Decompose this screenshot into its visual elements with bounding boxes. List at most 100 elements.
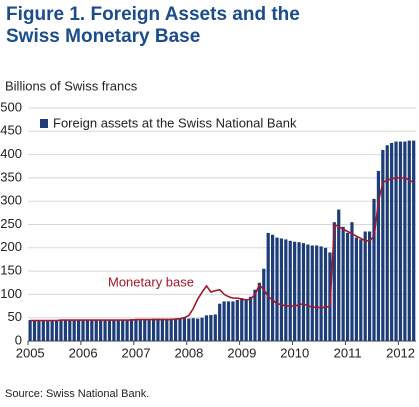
- y-tick-label: 500: [0, 99, 22, 114]
- chart-title: Figure 1. Foreign Assets and the Swiss M…: [6, 4, 300, 47]
- bar: [244, 299, 248, 341]
- bar: [323, 247, 328, 341]
- bar: [253, 289, 257, 341]
- bar: [390, 142, 394, 341]
- bar: [372, 198, 376, 341]
- bar: [240, 298, 244, 341]
- y-tick-label: 450: [0, 123, 22, 138]
- bar: [359, 239, 363, 341]
- y-tick-label: 200: [0, 239, 22, 254]
- bar: [165, 318, 169, 341]
- y-tick-label: 250: [0, 216, 22, 231]
- bar: [32, 320, 37, 341]
- bar: [381, 149, 385, 341]
- bar: [41, 320, 45, 341]
- y-tick-label: 0: [15, 332, 22, 347]
- y-tick-label: 100: [0, 286, 22, 301]
- x-tick-label: 2005: [16, 345, 45, 360]
- bar: [85, 320, 90, 341]
- bar: [275, 237, 279, 341]
- x-tick-label: 2009: [227, 345, 256, 360]
- bar: [271, 234, 275, 341]
- bar: [156, 318, 160, 341]
- bar: [204, 315, 209, 341]
- bar: [90, 320, 94, 341]
- bar: [200, 317, 204, 341]
- bar: [209, 314, 213, 341]
- bar: [147, 319, 151, 341]
- y-axis-label: Billions of Swiss francs: [5, 78, 138, 93]
- bar: [293, 241, 297, 341]
- y-tick-label: 300: [0, 193, 22, 208]
- bar: [332, 222, 336, 341]
- bar: [28, 320, 32, 341]
- bar: [288, 240, 292, 341]
- bar: [68, 320, 72, 341]
- bar: [182, 318, 187, 341]
- bar: [50, 320, 54, 341]
- bar: [107, 319, 112, 341]
- y-tick-label: 50: [8, 309, 22, 324]
- bar: [284, 239, 288, 341]
- bar: [54, 320, 59, 341]
- bar: [213, 314, 217, 341]
- bar: [134, 319, 138, 341]
- bar: [376, 170, 381, 341]
- source: Source: Swiss National Bank.: [5, 388, 149, 400]
- bar: [174, 318, 178, 341]
- bar: [151, 318, 156, 341]
- bar: [116, 319, 120, 341]
- bar: [266, 232, 270, 341]
- bar: [226, 301, 231, 341]
- legend-label: Foreign assets at the Swiss National Ban…: [53, 115, 297, 130]
- bar: [248, 296, 253, 341]
- bar: [310, 245, 314, 341]
- bar: [412, 140, 416, 341]
- bar: [178, 318, 182, 341]
- bar: [301, 243, 306, 341]
- bar: [363, 231, 367, 341]
- y-tick-label: 150: [0, 263, 22, 278]
- bar: [257, 282, 261, 341]
- bar: [231, 301, 235, 341]
- bar: [37, 320, 41, 341]
- bar: [72, 320, 76, 341]
- bar: [121, 319, 125, 341]
- y-tick-label: 400: [0, 146, 22, 161]
- bar: [319, 246, 323, 341]
- bar: [350, 222, 354, 341]
- x-tick-label: 2011: [334, 345, 362, 360]
- bar: [77, 320, 81, 341]
- bar: [103, 319, 107, 341]
- bar: [94, 320, 98, 341]
- line-label: Monetary base: [108, 274, 194, 289]
- bar: [46, 320, 50, 341]
- bar: [337, 209, 341, 341]
- bar: [368, 231, 372, 341]
- bar: [341, 226, 345, 341]
- bar: [235, 299, 239, 341]
- bar: [59, 320, 63, 341]
- bar: [279, 238, 284, 341]
- x-tick-label: 2007: [122, 345, 151, 360]
- y-tick-label: 350: [0, 169, 22, 184]
- bar: [99, 319, 103, 341]
- bar: [218, 303, 222, 341]
- bar: [262, 268, 266, 341]
- legend-swatch: [40, 119, 48, 128]
- bar: [398, 141, 403, 341]
- bar: [169, 318, 173, 341]
- bar: [315, 245, 319, 341]
- x-tick-label: 2008: [174, 345, 203, 360]
- x-tick-label: 2006: [69, 345, 98, 360]
- bar: [407, 140, 411, 341]
- bar: [354, 237, 358, 341]
- bar: [394, 141, 398, 341]
- bar: [125, 319, 129, 341]
- bar: [191, 318, 195, 341]
- x-tick-label: 2012: [386, 345, 415, 360]
- bar: [345, 232, 350, 341]
- line: [30, 177, 415, 322]
